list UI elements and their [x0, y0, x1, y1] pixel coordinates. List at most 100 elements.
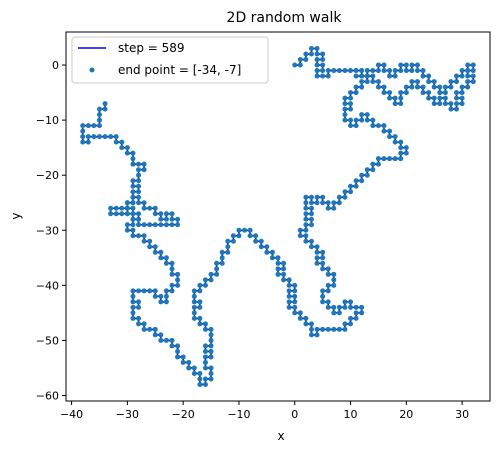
walk-point	[96, 123, 102, 129]
walk-point	[136, 161, 142, 167]
walk-point	[387, 68, 393, 74]
walk-point	[375, 68, 381, 74]
walk-point	[426, 90, 432, 96]
walk-point	[320, 326, 326, 332]
walk-point	[470, 68, 476, 74]
walk-point	[370, 167, 376, 173]
walk-point	[348, 95, 354, 101]
walk-point	[348, 315, 354, 321]
walk-point	[398, 62, 404, 68]
walk-point	[96, 117, 102, 123]
walk-point	[437, 84, 443, 90]
walk-point	[320, 266, 326, 272]
walk-point	[147, 326, 153, 332]
walk-point	[336, 200, 342, 206]
walk-point	[191, 310, 197, 316]
walk-point	[202, 282, 208, 288]
walk-point	[342, 194, 348, 200]
walk-point	[303, 205, 309, 211]
walk-point	[336, 326, 342, 332]
walk-point	[331, 326, 337, 332]
walk-point	[431, 101, 437, 107]
walk-point	[141, 233, 147, 239]
walk-point	[359, 172, 365, 178]
walk-point	[292, 282, 298, 288]
y-tick-label: −30	[36, 224, 59, 237]
walk-point	[459, 84, 465, 90]
walk-point	[308, 244, 314, 250]
walk-point	[470, 73, 476, 79]
walk-point	[320, 194, 326, 200]
walk-point	[348, 117, 354, 123]
walk-point	[348, 90, 354, 96]
walk-point	[348, 299, 354, 305]
walk-point	[292, 299, 298, 305]
walk-point	[342, 189, 348, 195]
legend: step = 589 end point = [-34, -7]	[71, 36, 269, 84]
walk-point	[364, 117, 370, 123]
walk-point	[420, 90, 426, 96]
walk-point	[465, 79, 471, 85]
walk-point	[348, 106, 354, 112]
walk-point	[336, 194, 342, 200]
walk-point	[442, 95, 448, 101]
walk-point	[465, 84, 471, 90]
walk-point	[381, 62, 387, 68]
walk-point	[169, 282, 175, 288]
walk-point	[136, 200, 142, 206]
walk-point	[370, 73, 376, 79]
walk-point	[191, 304, 197, 310]
walk-point	[314, 51, 320, 57]
walk-point	[208, 326, 214, 332]
walk-point	[136, 211, 142, 217]
walk-point	[141, 222, 147, 228]
walk-point	[292, 310, 298, 316]
walk-point	[141, 161, 147, 167]
walk-point	[230, 233, 236, 239]
walk-point	[152, 211, 158, 217]
walk-point	[136, 315, 142, 321]
walk-point	[314, 332, 320, 338]
walk-point	[136, 189, 142, 195]
walk-point	[359, 79, 365, 85]
walk-point	[403, 90, 409, 96]
walk-point	[130, 216, 136, 222]
walk-point	[426, 95, 432, 101]
walk-point	[331, 200, 337, 206]
walk-point	[124, 211, 130, 217]
walk-point	[186, 359, 192, 365]
walk-point	[364, 73, 370, 79]
walk-point	[431, 95, 437, 101]
walk-point	[398, 150, 404, 156]
walk-point	[375, 156, 381, 162]
walk-point	[214, 266, 220, 272]
walk-point	[208, 277, 214, 283]
walk-point	[364, 167, 370, 173]
walk-point	[208, 354, 214, 360]
walk-point	[308, 321, 314, 327]
walk-point	[163, 222, 169, 228]
walk-point	[180, 354, 186, 360]
walk-point	[375, 84, 381, 90]
walk-point	[119, 205, 125, 211]
walk-point	[381, 90, 387, 96]
walk-point	[202, 326, 208, 332]
walk-point	[130, 150, 136, 156]
walk-point	[342, 299, 348, 305]
walk-point	[375, 62, 381, 68]
walk-point	[152, 244, 158, 250]
walk-point	[136, 216, 142, 222]
walk-point	[191, 365, 197, 371]
walk-point	[175, 216, 181, 222]
walk-point	[108, 211, 114, 217]
walk-point	[230, 238, 236, 244]
walk-point	[202, 359, 208, 365]
walk-point	[331, 271, 337, 277]
walk-point	[459, 95, 465, 101]
walk-point	[124, 205, 130, 211]
walk-point	[158, 332, 164, 338]
walk-point	[353, 178, 359, 184]
walk-point	[470, 62, 476, 68]
legend-marker-swatch	[89, 67, 95, 73]
